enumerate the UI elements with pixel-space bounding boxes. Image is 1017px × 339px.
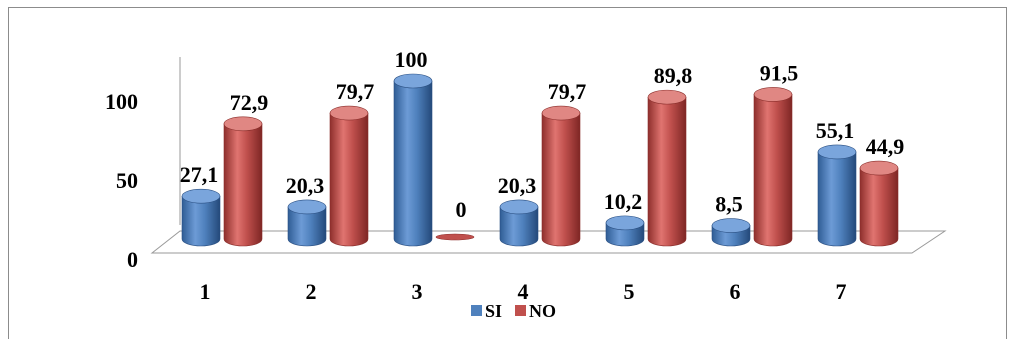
bar-no-5 <box>647 89 687 247</box>
bar-no-2 <box>329 105 369 247</box>
data-label: 27,1 <box>180 162 219 187</box>
bar-top <box>499 199 539 215</box>
data-label: 10,2 <box>604 189 643 214</box>
y-tick-label: 0 <box>127 247 138 272</box>
bar-no-1 <box>223 116 263 247</box>
data-label: 89,8 <box>654 63 693 88</box>
bar-top <box>605 215 645 231</box>
x-tick-label: 4 <box>518 279 529 304</box>
x-tick-label: 2 <box>306 279 317 304</box>
data-label: 91,5 <box>760 60 799 85</box>
bar-top <box>817 144 857 160</box>
bar-no-7 <box>859 160 899 247</box>
bar-top <box>435 233 475 241</box>
bar-body <box>859 167 899 247</box>
bar-body <box>499 206 539 247</box>
bar-no-4 <box>541 105 581 247</box>
bar-si-3 <box>393 73 433 247</box>
x-tick-label: 3 <box>412 279 423 304</box>
data-label: 0 <box>456 197 467 222</box>
y-tick-label: 100 <box>105 89 138 114</box>
data-label: 100 <box>395 47 428 72</box>
bar-body <box>329 112 369 247</box>
bar-no-3 <box>435 233 475 241</box>
labels: 27,1 72,9 1 20,3 79,7 2 100 0 3 20,3 79,7 4 10,2 89,8… <box>180 47 905 304</box>
bar-body <box>753 94 793 247</box>
y-tick-label: 50 <box>116 168 138 193</box>
data-label: 79,7 <box>336 79 375 104</box>
bar-top <box>711 218 751 233</box>
data-label: 8,5 <box>715 192 743 217</box>
bar-top <box>287 199 327 215</box>
bar-top <box>647 89 687 105</box>
legend-swatch-si <box>471 305 482 316</box>
bar-body <box>393 80 433 247</box>
legend: SI NO <box>471 301 556 321</box>
bar-si-1 <box>181 188 221 247</box>
bar-body <box>541 112 581 247</box>
bar-no-6 <box>753 87 793 247</box>
data-label: 44,9 <box>866 134 905 159</box>
bar-si-7 <box>817 144 857 247</box>
bar-top <box>753 87 793 102</box>
bar-top <box>223 116 263 132</box>
bar-top <box>541 105 581 121</box>
bar-si-6 <box>711 218 751 247</box>
x-tick-label: 7 <box>836 279 847 304</box>
data-label: 20,3 <box>498 173 537 198</box>
bar-si-4 <box>499 199 539 247</box>
data-label: 20,3 <box>286 173 325 198</box>
bar-top <box>181 188 221 204</box>
legend-swatch-no <box>515 305 526 316</box>
bar-body <box>181 195 221 247</box>
x-tick-label: 1 <box>200 279 211 304</box>
data-label: 79,7 <box>548 79 587 104</box>
data-label: 55,1 <box>816 118 855 143</box>
bar-body <box>817 151 857 247</box>
x-tick-label: 5 <box>624 279 635 304</box>
bar-top <box>393 73 433 89</box>
chart-frame <box>8 7 1007 339</box>
bar-top <box>859 160 899 176</box>
bar-si-5 <box>605 215 645 247</box>
legend-label-si: SI <box>485 301 502 321</box>
bar-body <box>647 96 687 247</box>
bar-top <box>329 105 369 121</box>
legend-label-no: NO <box>529 301 556 321</box>
bar-body <box>287 206 327 247</box>
data-label: 72,9 <box>230 90 269 115</box>
bar-body <box>223 123 263 247</box>
bars <box>181 73 899 247</box>
x-tick-label: 6 <box>730 279 741 304</box>
bar-si-2 <box>287 199 327 247</box>
